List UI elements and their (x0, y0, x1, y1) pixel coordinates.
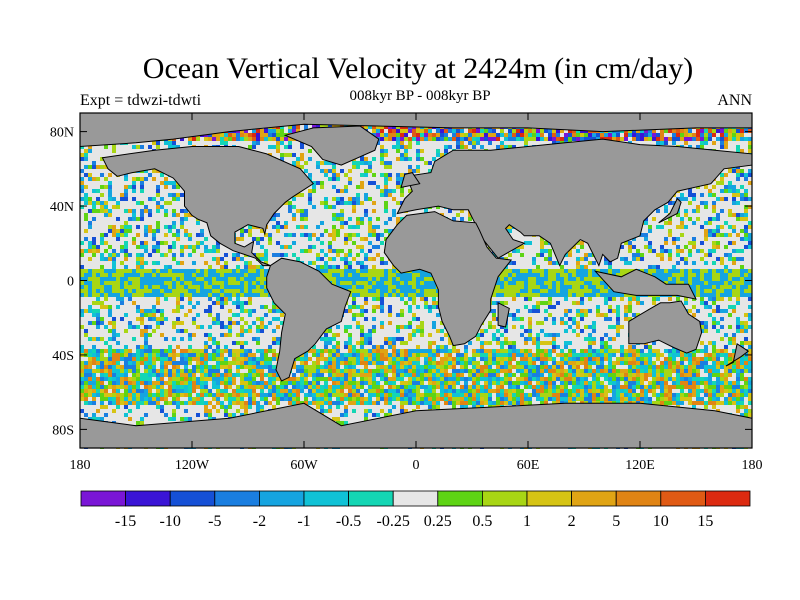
lon-tick-label: 0 (413, 458, 420, 473)
colorbar-label: -10 (160, 513, 181, 530)
lat-tick-label: 40S (52, 349, 74, 364)
colorbar-label: 0.5 (472, 513, 492, 530)
colorbar-label: -0.25 (377, 513, 410, 530)
landmass-0 (101, 146, 315, 267)
lon-tick-label: 60E (517, 458, 540, 473)
colorbar-swatch (392, 490, 439, 507)
lon-tick-label: 180 (742, 458, 763, 473)
lon-tick-label: 60W (290, 458, 318, 473)
colorbar-label: 1 (523, 513, 531, 530)
colorbar-swatch (80, 490, 126, 507)
landmass-8 (497, 301, 510, 328)
colorbar-swatch (169, 490, 216, 507)
colorbar-label: -0.5 (336, 513, 361, 530)
lon-tick-label: 120W (175, 458, 210, 473)
colorbar-swatch (705, 490, 751, 507)
landmass-4 (628, 300, 703, 354)
colorbar-label: -1 (297, 513, 310, 530)
colorbar-swatch (437, 490, 483, 507)
lat-tick-label: 0 (67, 275, 74, 290)
colorbar-swatch (125, 490, 171, 507)
colorbar-swatch (214, 490, 260, 507)
colorbar-label: -15 (115, 513, 136, 530)
map-subtitle: 008kyr BP - 008kyr BP (349, 88, 491, 104)
landmass-2 (396, 138, 753, 267)
colorbar-label: 10 (653, 513, 669, 530)
colorbar-swatch (615, 490, 662, 507)
colorbar-swatch (571, 490, 617, 507)
landmass-10 (400, 172, 421, 189)
colorbar-label: 2 (568, 513, 576, 530)
landmass-3 (383, 211, 513, 347)
colorbar-swatch (526, 490, 572, 507)
colorbar-swatch (303, 490, 349, 507)
landmass-7 (593, 268, 697, 300)
colorbar-swatch (481, 490, 528, 507)
colorbar-label: 15 (697, 513, 713, 530)
colorbar-label: -2 (253, 513, 266, 530)
experiment-label: Expt = tdwzi-tdwti (80, 92, 202, 109)
colorbar-label: 0.25 (424, 513, 452, 530)
colorbar-label: 5 (612, 513, 620, 530)
colorbar-swatch (660, 490, 706, 507)
map-title: Ocean Vertical Velocity at 2424m (in cm/… (142, 52, 694, 85)
landmass-1 (266, 257, 352, 382)
season-label: ANN (717, 92, 752, 109)
colorbar-swatch (348, 490, 394, 507)
landmass-11 (725, 342, 750, 367)
lat-tick-label: 80N (50, 126, 74, 141)
lat-tick-label: 80S (52, 423, 74, 438)
landmass-9 (658, 197, 682, 224)
landmass-6 (283, 125, 380, 166)
lat-tick-label: 40N (50, 200, 74, 215)
colorbar-label: -5 (208, 513, 221, 530)
lon-tick-label: 180 (70, 458, 91, 473)
colorbar-swatch (258, 490, 305, 507)
lon-tick-label: 120E (625, 458, 655, 473)
